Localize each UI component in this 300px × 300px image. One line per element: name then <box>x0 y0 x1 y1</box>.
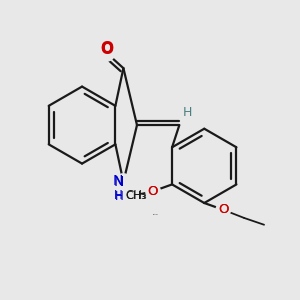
Text: O: O <box>218 203 229 216</box>
Text: N: N <box>113 174 123 188</box>
Text: H: H <box>115 190 123 203</box>
Text: O: O <box>147 185 158 198</box>
Text: CH₃: CH₃ <box>125 191 146 201</box>
Circle shape <box>115 174 132 190</box>
Circle shape <box>216 202 230 217</box>
Circle shape <box>98 45 115 61</box>
Text: H: H <box>114 189 122 202</box>
Text: Methoxy: Methoxy <box>153 214 159 215</box>
Text: Methoxy: Methoxy <box>0 299 1 300</box>
Text: CH₃: CH₃ <box>125 189 147 202</box>
Text: O: O <box>100 42 113 57</box>
Text: N: N <box>114 175 124 189</box>
Circle shape <box>146 184 160 199</box>
Text: O: O <box>100 41 113 56</box>
Text: O: O <box>147 185 158 198</box>
Text: H: H <box>183 106 192 119</box>
Text: O: O <box>218 203 229 216</box>
